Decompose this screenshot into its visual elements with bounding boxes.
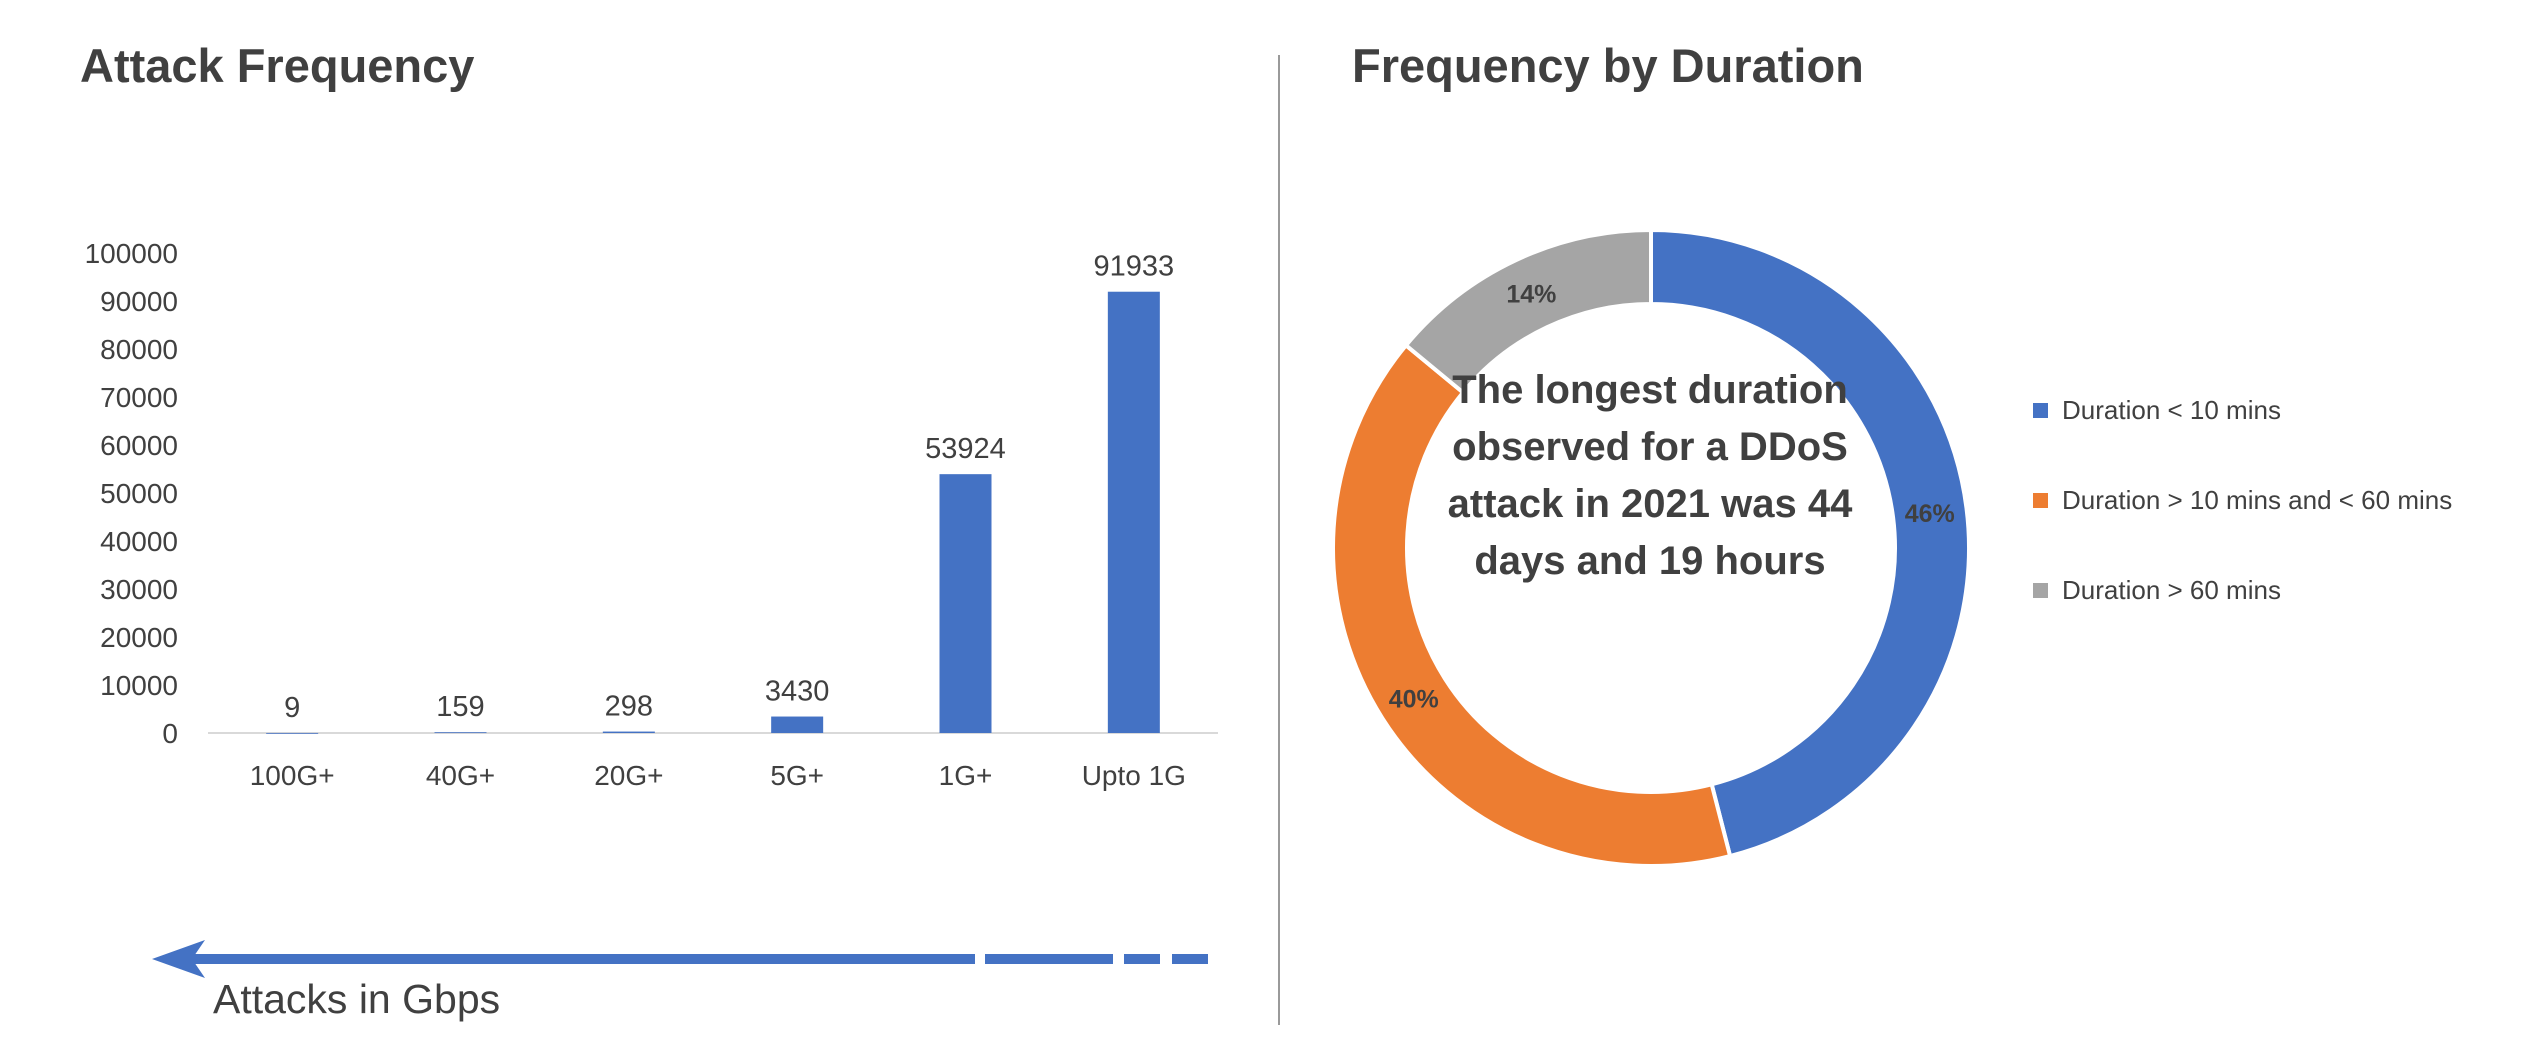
arrow-label: Attacks in Gbps: [213, 976, 501, 1022]
donut-chart-title: Frequency by Duration: [1352, 39, 1864, 92]
y-tick-label: 30000: [100, 574, 178, 605]
legend-swatch: [2033, 402, 2048, 418]
bar-chart-title: Attack Frequency: [80, 39, 475, 92]
x-tick-label: 1G+: [939, 760, 993, 791]
slice-percent-label: 40%: [1389, 686, 1439, 714]
slice-percent-label: 46%: [1905, 500, 1955, 528]
y-tick-label: 70000: [100, 382, 178, 413]
y-tick-label: 60000: [100, 430, 178, 461]
bar-value-label: 298: [605, 691, 653, 723]
arrow-shaft: [190, 954, 975, 964]
bar-value-label: 53924: [925, 433, 1006, 465]
x-tick-label: 20G+: [594, 760, 663, 791]
bar-value-label: 3430: [765, 676, 830, 708]
y-tick-label: 40000: [100, 526, 178, 557]
bar-value-label: 91933: [1094, 251, 1175, 283]
panel-divider: [1278, 55, 1280, 1025]
slice-percent-label: 14%: [1506, 281, 1556, 309]
bar-chart: 0 10000 20000 30000 40000 50000 60000 70000 8000…: [85, 238, 1218, 978]
donut-slice: [1331, 342, 1733, 868]
bar: [771, 716, 824, 733]
bar-value-label: 159: [436, 691, 484, 723]
legend-item: Duration > 60 mins: [2033, 575, 2452, 605]
bar: [939, 474, 992, 733]
bar-value-label: 9: [284, 692, 300, 724]
arrow-dash: [985, 954, 1113, 964]
bar: [602, 731, 655, 733]
y-tick-label: 0: [162, 718, 178, 749]
y-tick-label: 90000: [100, 286, 178, 317]
bar: [1107, 291, 1160, 733]
arrow-dash: [1172, 954, 1208, 964]
bar: [266, 732, 319, 734]
bar: [434, 732, 487, 734]
x-tick-label: 100G+: [250, 760, 335, 791]
donut-center-text: The longest duration observed for a DDoS…: [1447, 368, 1853, 583]
arrow-head: [152, 940, 205, 978]
x-tick-label: 40G+: [426, 760, 495, 791]
y-tick-label: 50000: [100, 478, 178, 509]
donut-slice: [1403, 227, 1653, 396]
legend-label: Duration > 60 mins: [2062, 574, 2281, 605]
y-tick-label: 20000: [100, 622, 178, 653]
legend-item: Duration > 10 mins and < 60 mins: [2033, 485, 2452, 515]
donut-legend: Duration < 10 mins Duration > 10 mins and…: [2033, 395, 2452, 665]
donut-slice: [1649, 227, 1971, 859]
y-tick-label: 10000: [100, 670, 178, 701]
x-tick-label: Upto 1G: [1082, 760, 1186, 791]
legend-label: Duration > 10 mins and < 60 mins: [2062, 484, 2453, 515]
legend-label: Duration < 10 mins: [2062, 394, 2281, 425]
arrow-dash: [1124, 954, 1160, 964]
legend-swatch: [2033, 582, 2048, 598]
y-tick-label: 100000: [85, 238, 178, 269]
legend-item: Duration < 10 mins: [2033, 395, 2452, 425]
legend-swatch: [2033, 492, 2048, 508]
y-tick-label: 80000: [100, 334, 178, 365]
x-tick-label: 5G+: [770, 760, 824, 791]
